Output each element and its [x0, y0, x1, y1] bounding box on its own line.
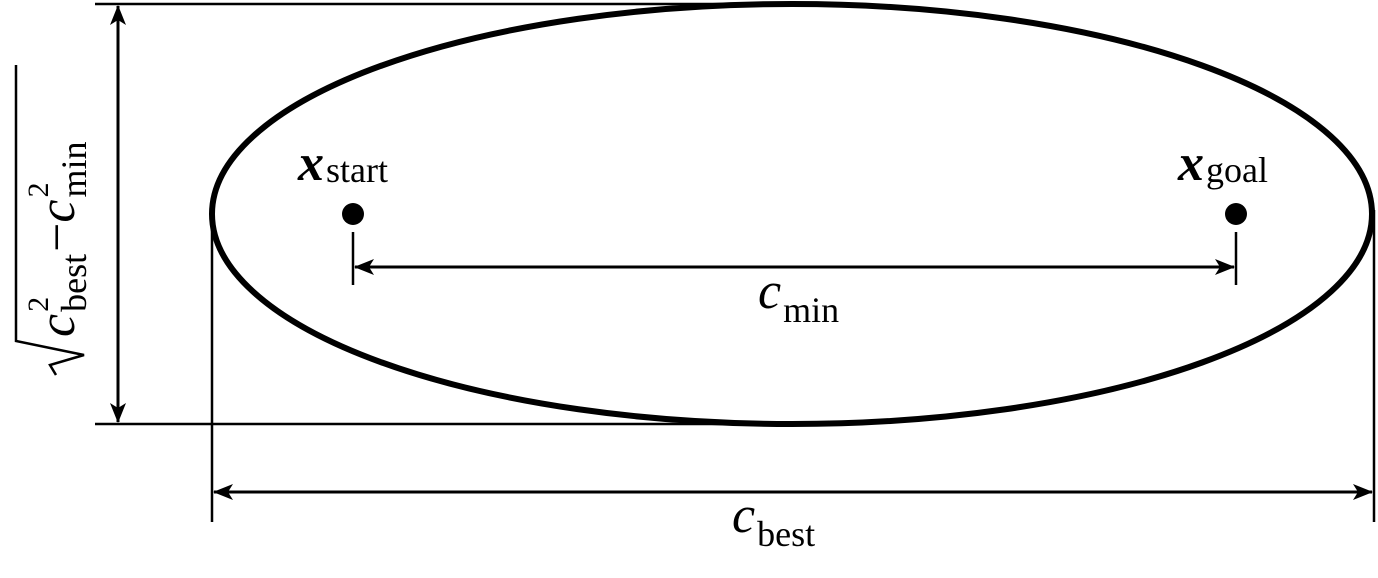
symbol: c	[758, 263, 781, 320]
best-label: cbest	[732, 487, 815, 554]
subscript: min	[54, 141, 94, 197]
operator: −	[29, 223, 86, 252]
symbol: x	[297, 135, 324, 192]
goal-point	[1225, 203, 1247, 225]
start-label: xstart	[297, 135, 388, 192]
ellipse	[209, 1, 1375, 427]
subscript: best	[54, 254, 94, 312]
shapes	[95, 1, 1376, 522]
subscript: best	[757, 514, 815, 554]
superscript: 2	[22, 297, 55, 312]
height-label: c2best−c2min	[14, 65, 94, 376]
symbol: c	[29, 314, 86, 337]
min-label: cmin	[758, 263, 839, 330]
symbol: c	[732, 487, 755, 544]
symbol: x	[1177, 135, 1204, 192]
goal-label: xgoal	[1177, 135, 1268, 192]
superscript: 2	[22, 182, 55, 197]
symbol: c	[29, 199, 86, 222]
radical	[14, 65, 85, 376]
start-point	[342, 203, 364, 225]
subscript: min	[783, 290, 839, 330]
subscript: goal	[1206, 150, 1268, 190]
subscript: start	[326, 150, 388, 190]
height-expression: c2best−c2min	[22, 141, 94, 337]
